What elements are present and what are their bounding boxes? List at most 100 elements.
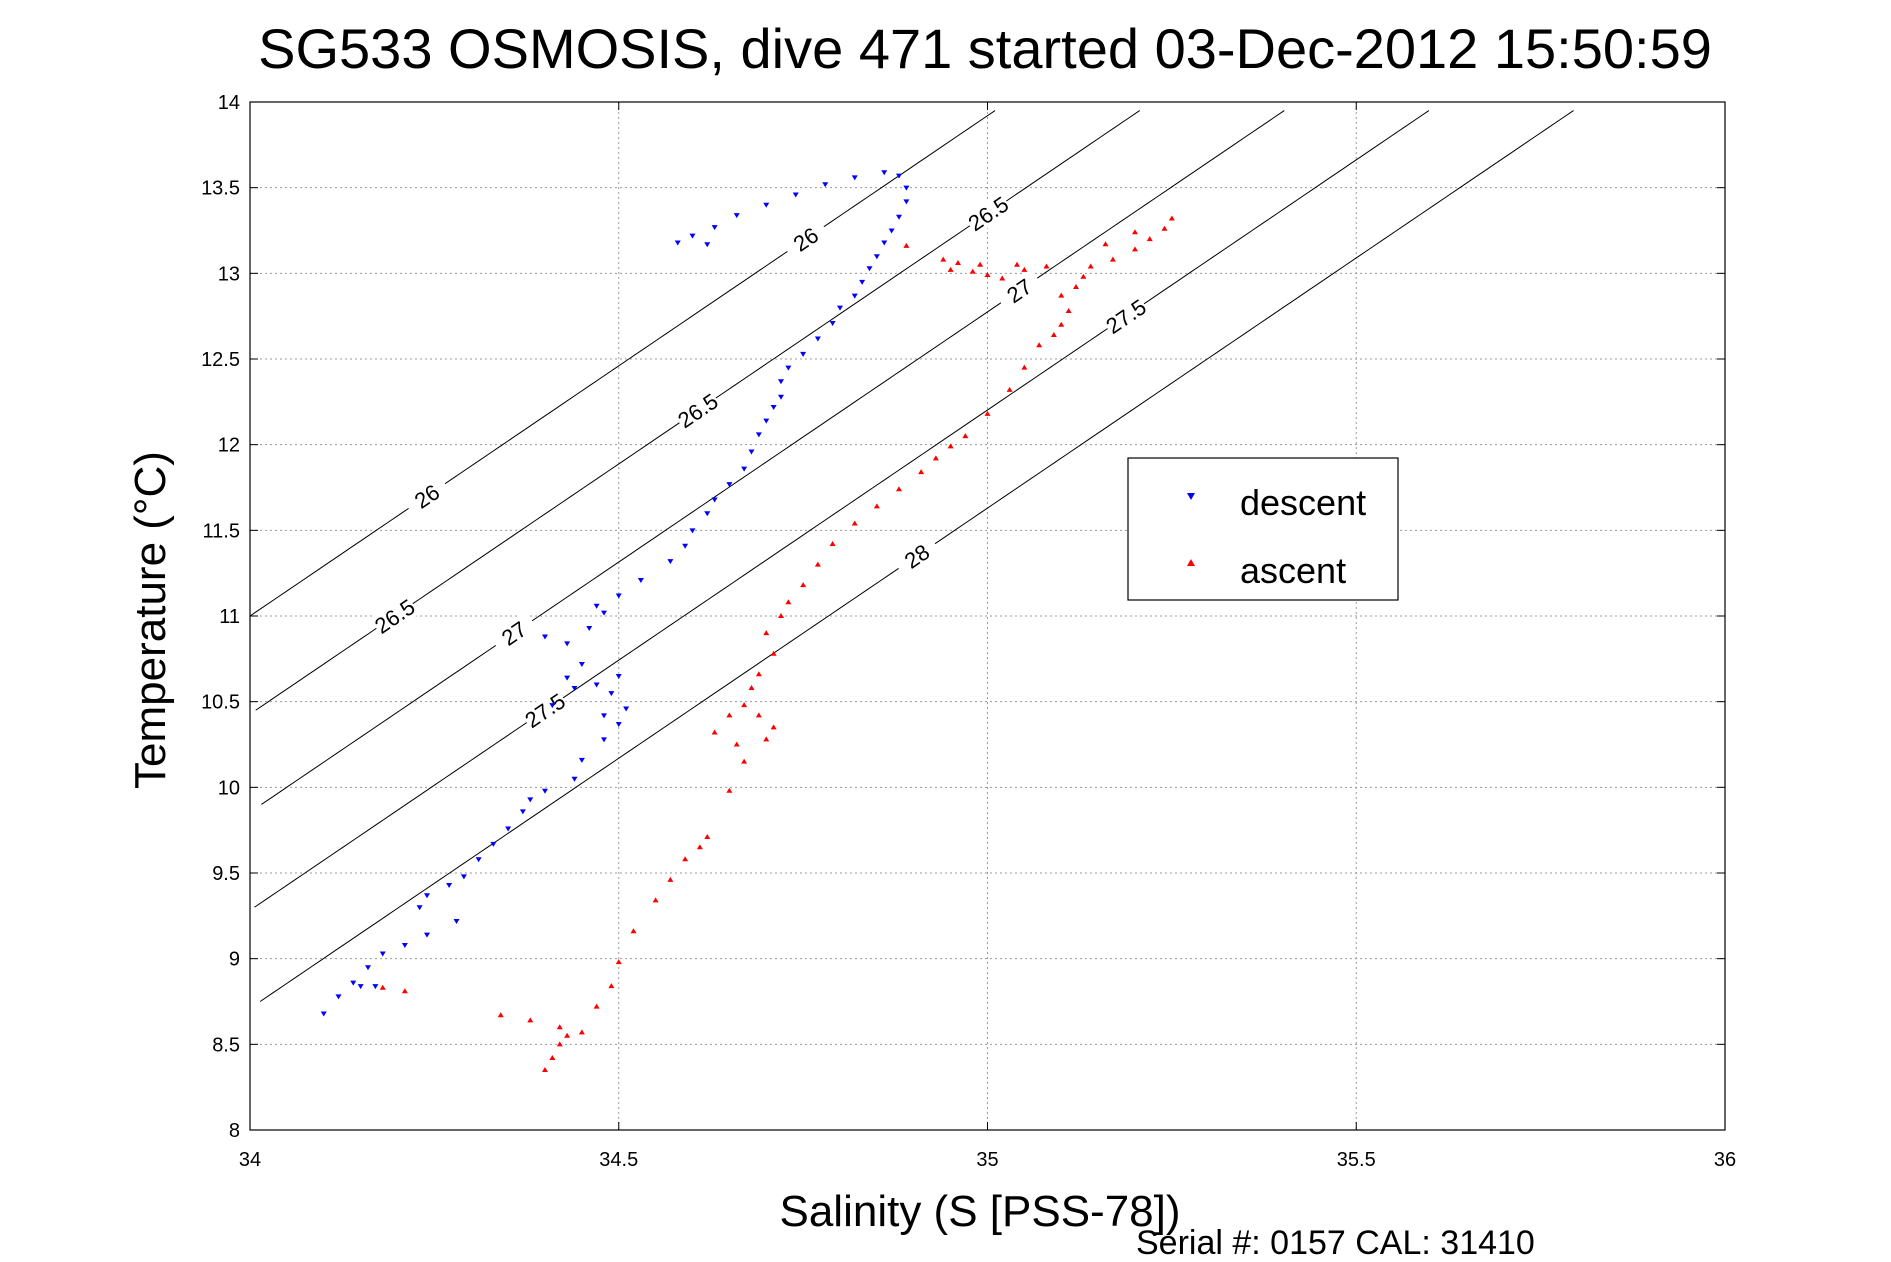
- descent-point: [711, 497, 718, 503]
- ascent-point: [527, 1017, 534, 1023]
- ascent-point: [962, 433, 969, 439]
- descent-point: [593, 682, 600, 688]
- ascent-point: [763, 630, 770, 636]
- descent-point: [763, 202, 770, 208]
- ascent-point: [1073, 284, 1079, 290]
- ascent-point: [726, 787, 733, 793]
- descent-point: [881, 170, 888, 176]
- ascent-point: [704, 834, 711, 840]
- ascent-point: [999, 275, 1006, 281]
- descent-point: [608, 691, 615, 697]
- ascent-point: [1058, 292, 1065, 298]
- contour-label-bg: [1100, 293, 1151, 339]
- ascent-point: [1161, 225, 1168, 231]
- ascent-point: [770, 650, 777, 656]
- descent-point: [903, 199, 910, 205]
- descent-point: [741, 466, 748, 472]
- ascent-point: [564, 1032, 571, 1038]
- descent-point: [372, 984, 379, 990]
- ascent-point: [593, 1003, 600, 1009]
- descent-point: [578, 757, 585, 763]
- descent-point: [903, 185, 910, 191]
- ascent-point: [578, 1029, 585, 1035]
- contour-label-bg: [780, 216, 831, 262]
- ascent-point: [785, 599, 792, 605]
- ascent-point: [1146, 236, 1153, 242]
- descent-point: [888, 228, 895, 234]
- descent-point: [778, 394, 784, 400]
- legend-descent-marker: [1187, 493, 1195, 500]
- descent-point: [763, 418, 770, 424]
- descent-point: [682, 543, 689, 549]
- ascent-point: [1021, 266, 1028, 272]
- ascent-point: [711, 729, 718, 735]
- y-tick-label: 13.5: [201, 178, 240, 200]
- descent-point: [460, 874, 467, 880]
- legend-box: [1127, 457, 1399, 601]
- descent-point: [873, 254, 880, 260]
- y-tick-label: 13: [218, 263, 240, 285]
- ascent-point: [630, 928, 637, 934]
- descent-point: [615, 593, 622, 599]
- ascent-point: [1168, 215, 1175, 221]
- x-tick-label: 36: [1714, 1149, 1736, 1171]
- descent-point: [519, 809, 526, 815]
- isopycnal-line: [254, 110, 1430, 908]
- descent-point: [350, 980, 357, 986]
- descent-point: [623, 706, 630, 712]
- descent-point: [320, 1011, 327, 1017]
- descent-point: [446, 882, 453, 888]
- contour-label: 27.5: [1101, 294, 1150, 339]
- ascent-point: [778, 613, 784, 618]
- ascent-point: [947, 266, 954, 272]
- descent-point: [571, 776, 578, 782]
- descent-point: [859, 279, 866, 285]
- contour-label-bg: [369, 593, 420, 639]
- ascent-point: [615, 959, 622, 965]
- y-axis-label: Temperature (°C): [126, 451, 175, 789]
- descent-point: [578, 661, 585, 667]
- descent-point: [593, 603, 600, 609]
- legend-ascent-label: ascent: [1240, 550, 1346, 591]
- descent-point: [748, 449, 755, 455]
- x-tick-label: 34.5: [599, 1149, 638, 1171]
- descent-point: [615, 721, 622, 727]
- descent-point: [667, 559, 674, 565]
- ascent-point: [1021, 364, 1028, 370]
- ascent-point: [608, 983, 615, 989]
- legend-descent-label: descent: [1240, 482, 1366, 523]
- ascent-point: [829, 541, 836, 547]
- contour-label-bg: [401, 473, 452, 519]
- ascent-point: [741, 758, 748, 764]
- ascent-point: [918, 469, 925, 475]
- ascent-point: [947, 443, 954, 449]
- descent-point: [601, 713, 607, 719]
- descent-point: [424, 932, 430, 938]
- ascent-point: [401, 988, 408, 994]
- descent-point: [785, 365, 792, 371]
- y-tick-label: 8: [229, 1120, 240, 1142]
- descent-point: [896, 214, 902, 220]
- descent-point: [357, 984, 364, 990]
- y-tick-label: 14: [218, 92, 240, 114]
- ascent-point: [726, 712, 733, 718]
- legend: descent ascent: [1127, 457, 1399, 601]
- isopycnal-line: [249, 110, 996, 617]
- y-tick-label: 8.5: [212, 1034, 240, 1056]
- y-tick-label: 10: [218, 777, 240, 799]
- y-tick-label: 9: [229, 949, 240, 971]
- ascent-point: [814, 561, 821, 567]
- ascent-point: [851, 520, 858, 526]
- descent-point: [379, 951, 386, 957]
- ascent-point: [1014, 261, 1020, 267]
- ascent-point: [497, 1012, 504, 1018]
- chart-title: SG533 OSMOSIS, dive 471 started 03-Dec-2…: [258, 17, 1712, 80]
- data-points: [320, 170, 1175, 1073]
- descent-point: [424, 893, 430, 899]
- x-axis-label: Salinity (S [PSS-78]): [779, 1187, 1180, 1236]
- descent-point: [704, 242, 711, 248]
- ascent-point: [1102, 241, 1109, 247]
- descent-point: [564, 641, 571, 647]
- descent-point: [704, 511, 711, 517]
